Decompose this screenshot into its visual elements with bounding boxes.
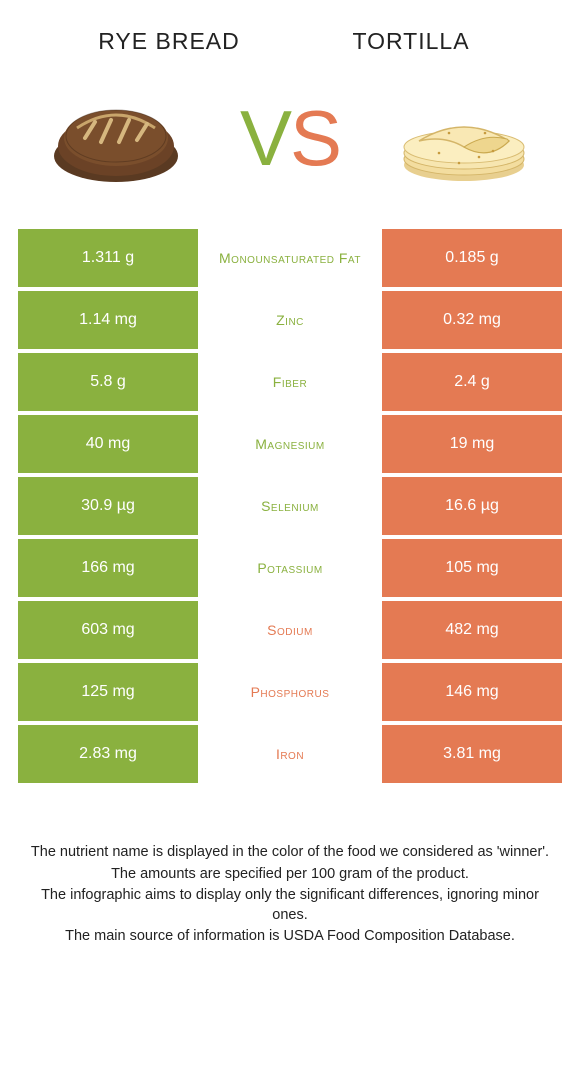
nutrient-label: Fiber [198, 353, 382, 411]
nutrient-row: 30.9 µgSelenium16.6 µg [18, 477, 562, 535]
nutrient-row: 1.311 gMonounsaturated Fat0.185 g [18, 229, 562, 287]
value-right: 482 mg [382, 601, 562, 659]
value-left: 2.83 mg [18, 725, 198, 783]
value-left: 603 mg [18, 601, 198, 659]
nutrient-row: 125 mgPhosphorus146 mg [18, 663, 562, 721]
value-right: 0.185 g [382, 229, 562, 287]
header: RYE BREAD TORTILLA [0, 0, 580, 63]
food-left-title: RYE BREAD [48, 28, 290, 55]
value-left: 125 mg [18, 663, 198, 721]
value-left: 1.311 g [18, 229, 198, 287]
hero-row: VS [0, 63, 580, 229]
nutrient-label: Zinc [198, 291, 382, 349]
nutrient-label: Iron [198, 725, 382, 783]
value-right: 16.6 µg [382, 477, 562, 535]
footnote-line: The main source of information is USDA F… [22, 927, 558, 947]
nutrient-label: Phosphorus [198, 663, 382, 721]
rye-bread-image [36, 83, 196, 193]
nutrient-row: 603 mgSodium482 mg [18, 601, 562, 659]
vs-label: VS [240, 99, 340, 177]
value-right: 105 mg [382, 539, 562, 597]
value-right: 146 mg [382, 663, 562, 721]
footnotes: The nutrient name is displayed in the co… [0, 787, 580, 947]
footnote-line: The infographic aims to display only the… [22, 886, 558, 925]
nutrient-row: 2.83 mgIron3.81 mg [18, 725, 562, 783]
nutrient-row: 166 mgPotassium105 mg [18, 539, 562, 597]
value-left: 166 mg [18, 539, 198, 597]
value-left: 1.14 mg [18, 291, 198, 349]
value-left: 40 mg [18, 415, 198, 473]
nutrient-label: Sodium [198, 601, 382, 659]
tortilla-image [384, 83, 544, 193]
nutrient-row: 5.8 gFiber2.4 g [18, 353, 562, 411]
nutrient-label: Potassium [198, 539, 382, 597]
value-left: 5.8 g [18, 353, 198, 411]
nutrient-table: 1.311 gMonounsaturated Fat0.185 g1.14 mg… [0, 229, 580, 783]
nutrient-row: 1.14 mgZinc0.32 mg [18, 291, 562, 349]
nutrient-label: Monounsaturated Fat [198, 229, 382, 287]
nutrient-label: Magnesium [198, 415, 382, 473]
value-right: 2.4 g [382, 353, 562, 411]
nutrient-row: 40 mgMagnesium19 mg [18, 415, 562, 473]
food-right-title: TORTILLA [290, 28, 532, 55]
footnote-line: The nutrient name is displayed in the co… [22, 843, 558, 863]
footnote-line: The amounts are specified per 100 gram o… [22, 865, 558, 885]
vs-v: V [240, 94, 290, 182]
value-right: 0.32 mg [382, 291, 562, 349]
vs-s: S [290, 94, 340, 182]
value-right: 19 mg [382, 415, 562, 473]
nutrient-label: Selenium [198, 477, 382, 535]
value-left: 30.9 µg [18, 477, 198, 535]
value-right: 3.81 mg [382, 725, 562, 783]
